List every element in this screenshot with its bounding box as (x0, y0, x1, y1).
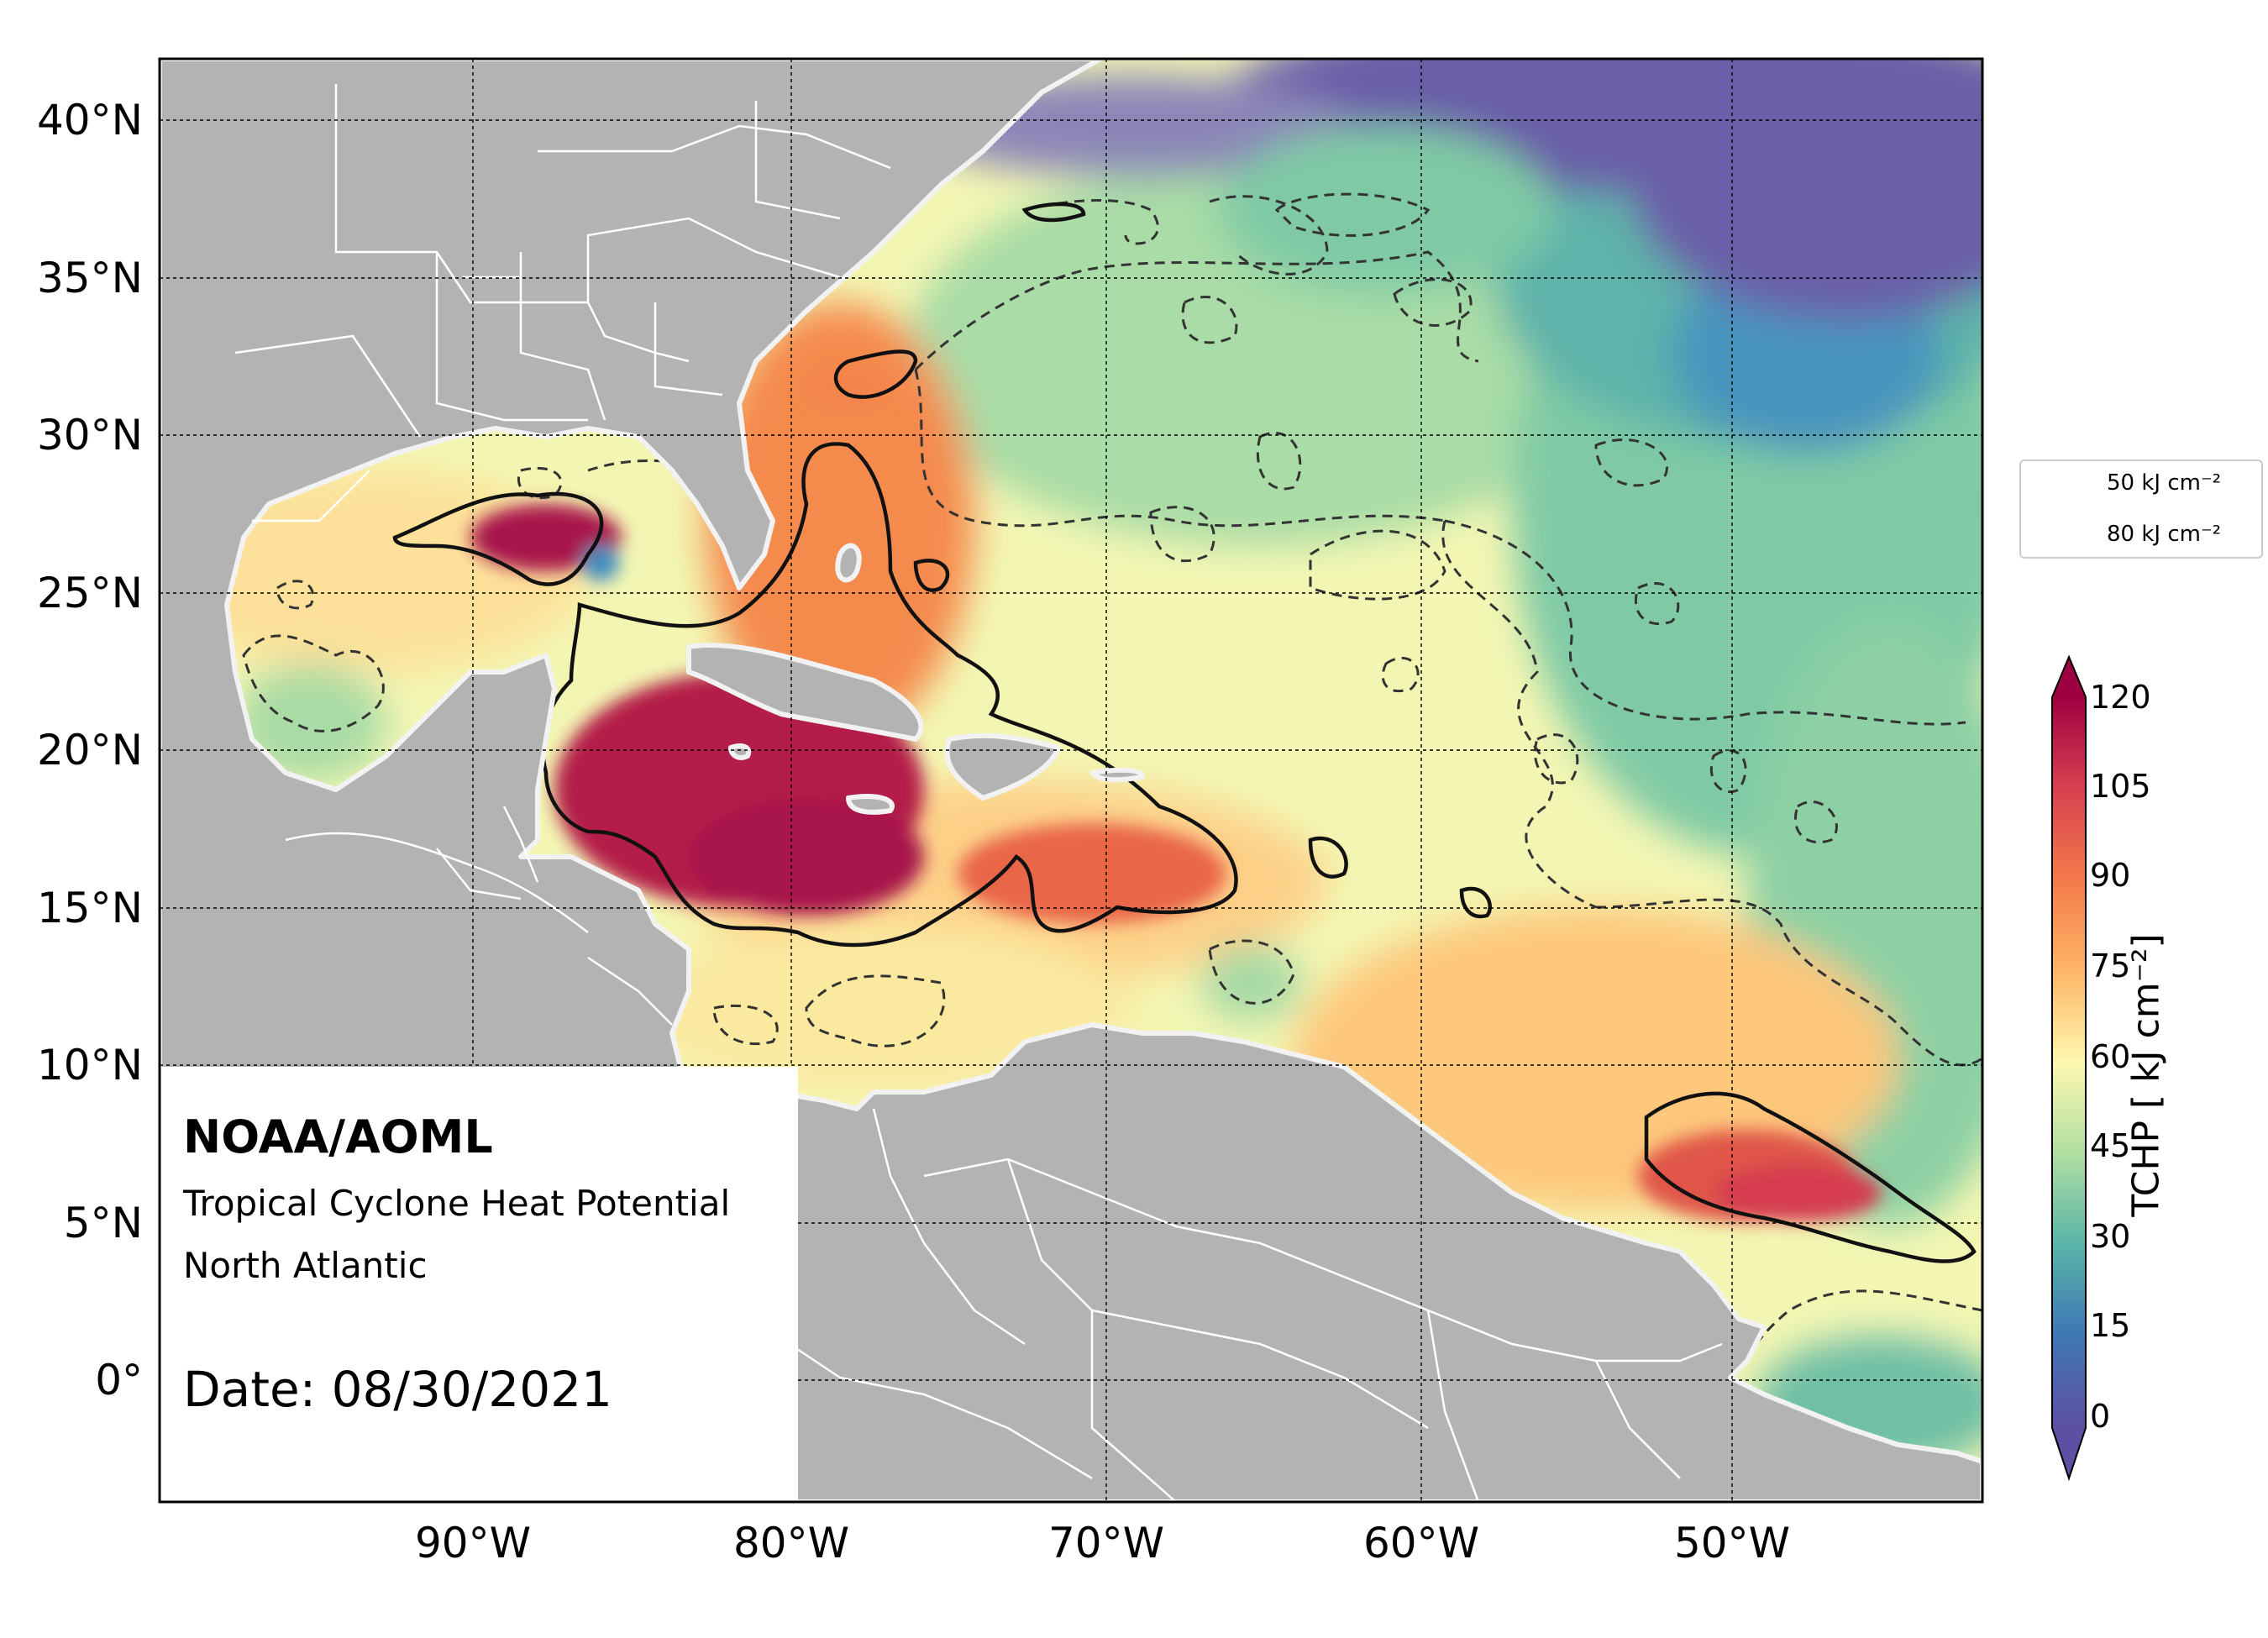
colorbar-tick: 120 (2090, 679, 2151, 716)
colorbar-tick: 15 (2090, 1307, 2131, 1344)
date-label: Date: 08/30/2021 (183, 1361, 612, 1418)
lon-label: 90°W (414, 1519, 532, 1567)
contour-80 (392, 202, 1977, 1263)
lat-label: 20°N (36, 726, 143, 774)
colorbar-tick: 30 (2090, 1218, 2131, 1255)
colorbar-title: TCHP [ kJ cm⁻²] (2124, 933, 2168, 1217)
lon-label: 60°W (1362, 1519, 1480, 1567)
lon-label: 50°W (1673, 1519, 1791, 1567)
org-title: NOAA/AOML (183, 1110, 493, 1163)
legend-dashed-label: 50 kJ cm⁻² (2107, 470, 2222, 496)
colorbar-tick: 60 (2090, 1038, 2131, 1075)
lat-label: 30°N (36, 411, 143, 459)
colorbar-tick: 105 (2090, 768, 2151, 805)
lon-label: 80°W (732, 1519, 850, 1567)
lat-label: 0° (95, 1356, 143, 1404)
lon-label: 70°W (1047, 1519, 1165, 1567)
lat-label: 15°N (36, 884, 143, 932)
political-borders (234, 84, 1723, 1502)
lat-label: 5°N (63, 1199, 143, 1247)
region-name: North Atlantic (183, 1245, 428, 1286)
map-frame (158, 57, 1984, 1504)
info-box: NOAA/AOML Tropical Cyclone Heat Potentia… (168, 1084, 806, 1487)
colorbar-tick: 0 (2090, 1398, 2111, 1435)
contour-legend: 50 kJ cm⁻² 80 kJ cm⁻² (2019, 459, 2263, 559)
colorbar (2051, 654, 2087, 1482)
colorbar-tick: 90 (2090, 857, 2131, 894)
lat-label: 40°N (36, 96, 143, 144)
lat-label: 10°N (36, 1041, 143, 1089)
legend-solid-label: 80 kJ cm⁻² (2107, 522, 2222, 547)
product-name: Tropical Cyclone Heat Potential (183, 1183, 731, 1224)
lat-label: 25°N (36, 569, 143, 617)
info-box-bg (160, 1067, 798, 1502)
lat-label: 35°N (36, 254, 143, 302)
colorbar-tick: 45 (2090, 1127, 2131, 1164)
colorbar-tick: 75 (2090, 948, 2131, 984)
